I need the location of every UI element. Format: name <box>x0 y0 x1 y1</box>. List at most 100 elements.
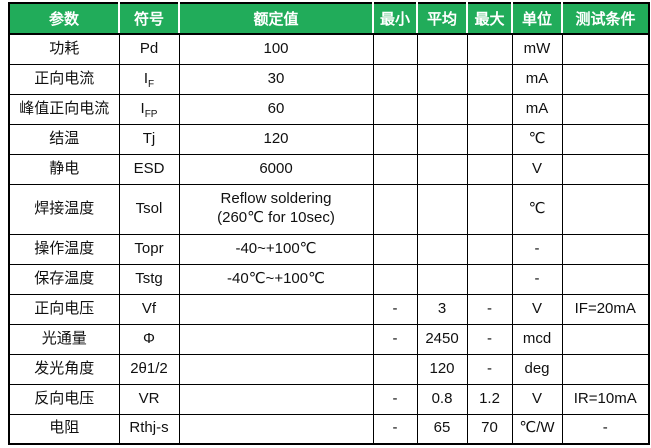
header-max: 最大 <box>466 3 512 35</box>
symbol-cell: Tsol <box>118 183 180 235</box>
rated-value-cell <box>178 293 374 325</box>
test-condition-cell <box>561 353 650 385</box>
parameter-cell: 反向电压 <box>8 383 120 415</box>
parameter-label: 结温 <box>49 129 80 147</box>
unit-cell: V <box>511 293 563 325</box>
symbol-main: Pd <box>139 39 159 57</box>
parameter-cell: 焊接温度 <box>8 183 120 235</box>
rated-value-cell: 6000 <box>178 153 374 185</box>
spec-table: 参数 符号 额定值 最小 平均 最大 单位 测试条件 功耗 Pd 100 mW … <box>8 2 650 445</box>
test-condition-cell <box>561 123 650 155</box>
header-symbol: 符号 <box>118 3 179 35</box>
header-min: 最小 <box>372 3 417 35</box>
table-body: 功耗 Pd 100 mW 正向电流 IF 30 mA 峰值正向电流 IFP 60 <box>8 33 650 445</box>
avg-cell: 3 <box>416 293 468 325</box>
avg-cell <box>416 233 468 265</box>
min-cell: - <box>372 293 418 325</box>
min-cell <box>372 33 418 65</box>
parameter-cell: 保存温度 <box>8 263 120 295</box>
max-cell <box>466 93 513 125</box>
avg-cell <box>416 63 468 95</box>
min-cell: - <box>372 323 418 355</box>
rated-value-line1: Reflow soldering <box>220 190 332 208</box>
unit-cell: mcd <box>511 323 563 355</box>
table-row: 反向电压 VR - 0.8 1.2 V IR=10mA <box>8 383 650 415</box>
avg-cell <box>416 123 468 155</box>
avg-cell <box>416 263 468 295</box>
test-condition-cell <box>561 233 650 265</box>
parameter-label: 正向电流 <box>34 69 95 87</box>
table-row: 操作温度 Topr -40~+100℃ - <box>8 233 650 265</box>
rated-value-line1: -40℃~+100℃ <box>227 269 325 287</box>
rated-value-line1: 6000 <box>259 159 293 177</box>
avg-cell <box>416 153 468 185</box>
table-row: 正向电流 IF 30 mA <box>8 63 650 95</box>
symbol-main: Vf <box>141 299 157 317</box>
test-condition-cell: IF=20mA <box>561 293 650 325</box>
symbol-cell: VR <box>118 383 180 415</box>
rated-value-cell <box>178 383 374 415</box>
max-cell: - <box>466 293 513 325</box>
symbol-main: Tsol <box>135 199 163 217</box>
max-cell <box>466 263 513 295</box>
rated-value-cell <box>178 413 374 445</box>
avg-cell <box>416 183 468 235</box>
parameter-cell: 静电 <box>8 153 120 185</box>
parameter-label: 光通量 <box>41 329 87 347</box>
unit-cell: V <box>511 383 563 415</box>
symbol-cell: IF <box>118 63 180 95</box>
parameter-label: 电阻 <box>49 419 80 437</box>
min-cell: - <box>372 383 418 415</box>
table-row: 焊接温度 Tsol Reflow soldering (260℃ for 10s… <box>8 183 650 235</box>
test-condition-cell: - <box>561 413 650 445</box>
test-condition-cell <box>561 323 650 355</box>
parameter-label: 发光角度 <box>34 359 95 377</box>
parameter-cell: 正向电流 <box>8 63 120 95</box>
parameter-cell: 光通量 <box>8 323 120 355</box>
avg-cell: 120 <box>416 353 468 385</box>
test-condition-cell <box>561 263 650 295</box>
rated-value-line1: -40~+100℃ <box>235 239 317 257</box>
table-row: 功耗 Pd 100 mW <box>8 33 650 65</box>
symbol-main: 2θ1/2 <box>130 359 168 377</box>
test-condition-cell <box>561 33 650 65</box>
rated-value-cell: 120 <box>178 123 374 155</box>
parameter-label: 操作温度 <box>34 239 95 257</box>
header-row: 参数 符号 额定值 最小 平均 最大 单位 测试条件 <box>8 3 649 35</box>
max-cell: - <box>466 323 513 355</box>
parameter-cell: 正向电压 <box>8 293 120 325</box>
parameter-label: 峰值正向电流 <box>19 99 110 117</box>
symbol-cell: IFP <box>118 93 180 125</box>
symbol-cell: Rthj-s <box>118 413 180 445</box>
min-cell <box>372 183 418 235</box>
unit-cell: V <box>511 153 563 185</box>
max-cell <box>466 33 513 65</box>
rated-value-cell: 60 <box>178 93 374 125</box>
parameter-label: 保存温度 <box>34 269 95 287</box>
parameter-cell: 结温 <box>8 123 120 155</box>
symbol-cell: Tstg <box>118 263 180 295</box>
max-cell <box>466 63 513 95</box>
parameter-label: 功耗 <box>49 39 80 57</box>
avg-cell <box>416 33 468 65</box>
symbol-subscript: F <box>148 78 155 90</box>
table-row: 正向电压 Vf - 3 - V IF=20mA <box>8 293 650 325</box>
max-cell <box>466 153 513 185</box>
unit-cell: ℃ <box>511 123 563 155</box>
table-row: 发光角度 2θ1/2 120 - deg <box>8 353 650 385</box>
symbol-cell: Topr <box>118 233 180 265</box>
max-cell: - <box>466 353 513 385</box>
test-condition-cell: IR=10mA <box>561 383 650 415</box>
unit-cell: mA <box>511 93 563 125</box>
table-row: 光通量 Φ - 2450 - mcd <box>8 323 650 355</box>
min-cell <box>372 63 418 95</box>
symbol-cell: Pd <box>118 33 180 65</box>
symbol-main: ESD <box>133 159 165 177</box>
symbol-cell: Φ <box>118 323 180 355</box>
avg-cell: 65 <box>416 413 468 445</box>
test-condition-cell <box>561 63 650 95</box>
symbol-main: Tstg <box>135 269 163 287</box>
symbol-main: I <box>143 69 149 87</box>
rated-value-cell: Reflow soldering (260℃ for 10sec) <box>178 183 374 235</box>
avg-cell <box>416 93 468 125</box>
